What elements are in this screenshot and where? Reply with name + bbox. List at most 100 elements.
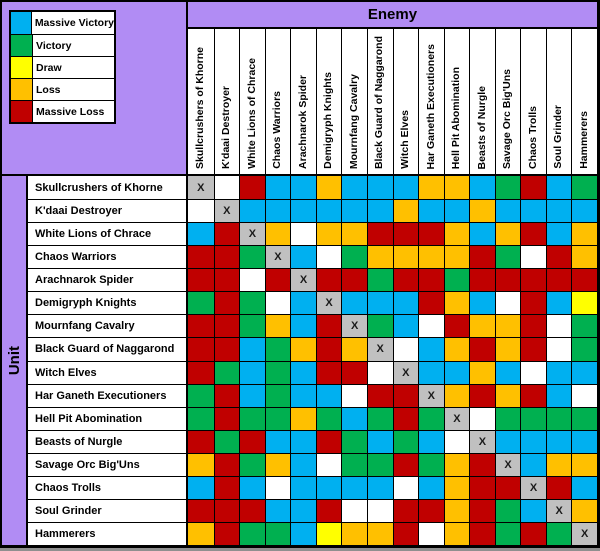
matrix-cell[interactable] bbox=[366, 222, 393, 246]
row-label[interactable]: Chaos Warriors bbox=[28, 245, 188, 269]
matrix-cell[interactable] bbox=[494, 337, 521, 361]
matrix-cell[interactable] bbox=[341, 268, 367, 292]
matrix-cell[interactable] bbox=[315, 222, 342, 246]
matrix-cell[interactable] bbox=[213, 475, 240, 499]
matrix-cell[interactable] bbox=[188, 337, 214, 361]
matrix-cell[interactable] bbox=[545, 245, 572, 269]
matrix-cell[interactable] bbox=[264, 406, 291, 430]
matrix-cell[interactable] bbox=[418, 360, 444, 384]
legend-item[interactable]: Victory bbox=[11, 34, 114, 56]
matrix-cell[interactable] bbox=[571, 452, 597, 476]
matrix-cell[interactable] bbox=[545, 383, 572, 407]
column-header[interactable]: Demigryph Knights bbox=[315, 29, 342, 176]
column-header[interactable]: Chaos Warriors bbox=[264, 29, 291, 176]
matrix-cell[interactable] bbox=[366, 406, 393, 430]
matrix-cell[interactable] bbox=[188, 498, 214, 522]
matrix-cell[interactable] bbox=[213, 337, 240, 361]
matrix-cell[interactable] bbox=[264, 452, 291, 476]
matrix-cell[interactable] bbox=[443, 291, 470, 315]
matrix-cell[interactable] bbox=[366, 452, 393, 476]
matrix-cell[interactable] bbox=[469, 176, 495, 200]
matrix-cell[interactable] bbox=[443, 268, 470, 292]
matrix-cell[interactable] bbox=[239, 337, 265, 361]
matrix-cell[interactable] bbox=[469, 498, 495, 522]
matrix-cell[interactable] bbox=[443, 452, 470, 476]
matrix-cell[interactable] bbox=[392, 222, 419, 246]
matrix-cell[interactable] bbox=[418, 199, 444, 223]
matrix-cell[interactable] bbox=[520, 245, 546, 269]
matrix-cell[interactable] bbox=[545, 452, 572, 476]
matrix-cell[interactable] bbox=[469, 337, 495, 361]
matrix-cell[interactable] bbox=[520, 521, 546, 545]
matrix-cell[interactable] bbox=[341, 475, 367, 499]
matrix-cell[interactable] bbox=[366, 245, 393, 269]
unit-axis-header[interactable]: Unit bbox=[2, 176, 28, 545]
matrix-cell[interactable] bbox=[571, 314, 597, 338]
matrix-cell[interactable] bbox=[520, 360, 546, 384]
matrix-cell-diagonal[interactable]: X bbox=[213, 199, 240, 223]
matrix-cell[interactable] bbox=[315, 383, 342, 407]
matrix-cell[interactable] bbox=[341, 245, 367, 269]
matrix-cell[interactable] bbox=[545, 199, 572, 223]
matrix-cell-diagonal[interactable]: X bbox=[239, 222, 265, 246]
matrix-cell[interactable] bbox=[443, 176, 470, 200]
row-label[interactable]: Soul Grinder bbox=[28, 498, 188, 522]
matrix-cell[interactable] bbox=[315, 268, 342, 292]
matrix-cell[interactable] bbox=[239, 245, 265, 269]
row-label[interactable]: Skullcrushers of Khorne bbox=[28, 176, 188, 200]
matrix-cell[interactable] bbox=[571, 222, 597, 246]
matrix-cell[interactable] bbox=[443, 383, 470, 407]
matrix-cell[interactable] bbox=[290, 176, 316, 200]
matrix-cell[interactable] bbox=[494, 314, 521, 338]
matrix-cell[interactable] bbox=[443, 314, 470, 338]
matrix-cell[interactable] bbox=[571, 176, 597, 200]
column-header[interactable]: White Lions of Chrace bbox=[239, 29, 265, 176]
matrix-cell[interactable] bbox=[571, 245, 597, 269]
matrix-cell[interactable] bbox=[366, 498, 393, 522]
row-label[interactable]: Witch Elves bbox=[28, 360, 188, 384]
matrix-cell[interactable] bbox=[494, 521, 521, 545]
matrix-cell[interactable] bbox=[494, 498, 521, 522]
row-label[interactable]: Demigryph Knights bbox=[28, 291, 188, 315]
matrix-cell-diagonal[interactable]: X bbox=[520, 475, 546, 499]
matrix-cell[interactable] bbox=[520, 498, 546, 522]
matrix-cell[interactable] bbox=[341, 498, 367, 522]
matrix-cell[interactable] bbox=[545, 291, 572, 315]
column-header[interactable]: Mournfang Cavalry bbox=[341, 29, 367, 176]
matrix-cell[interactable] bbox=[392, 383, 419, 407]
matrix-cell[interactable] bbox=[418, 337, 444, 361]
matrix-cell[interactable] bbox=[188, 245, 214, 269]
matrix-cell[interactable] bbox=[366, 291, 393, 315]
matrix-cell[interactable] bbox=[443, 521, 470, 545]
matrix-cell[interactable] bbox=[494, 406, 521, 430]
matrix-cell[interactable] bbox=[418, 314, 444, 338]
column-header[interactable]: Beasts of Nurgle bbox=[469, 29, 495, 176]
matrix-cell[interactable] bbox=[571, 360, 597, 384]
matrix-cell-diagonal[interactable]: X bbox=[494, 452, 521, 476]
matrix-cell[interactable] bbox=[315, 452, 342, 476]
matrix-cell[interactable] bbox=[239, 429, 265, 453]
matrix-cell[interactable] bbox=[264, 383, 291, 407]
matrix-cell[interactable] bbox=[571, 291, 597, 315]
matrix-cell[interactable] bbox=[418, 475, 444, 499]
matrix-cell[interactable] bbox=[341, 176, 367, 200]
column-header[interactable]: Har Ganeth Executioners bbox=[418, 29, 444, 176]
matrix-cell[interactable] bbox=[545, 314, 572, 338]
column-header[interactable]: K'daai Destroyer bbox=[213, 29, 240, 176]
matrix-cell[interactable] bbox=[443, 337, 470, 361]
column-header[interactable]: Soul Grinder bbox=[545, 29, 572, 176]
matrix-cell[interactable] bbox=[341, 521, 367, 545]
matrix-cell[interactable] bbox=[213, 222, 240, 246]
matrix-cell[interactable] bbox=[366, 383, 393, 407]
matrix-cell[interactable] bbox=[469, 314, 495, 338]
matrix-cell[interactable] bbox=[469, 245, 495, 269]
matrix-cell[interactable] bbox=[213, 406, 240, 430]
matrix-cell[interactable] bbox=[239, 199, 265, 223]
matrix-cell[interactable] bbox=[264, 268, 291, 292]
enemy-axis-header[interactable]: Enemy bbox=[188, 2, 597, 29]
matrix-cell[interactable] bbox=[545, 222, 572, 246]
matrix-cell[interactable] bbox=[494, 475, 521, 499]
column-header[interactable]: Skullcrushers of Khorne bbox=[188, 29, 214, 176]
row-label[interactable]: Har Ganeth Executioners bbox=[28, 383, 188, 407]
matrix-cell[interactable] bbox=[188, 452, 214, 476]
